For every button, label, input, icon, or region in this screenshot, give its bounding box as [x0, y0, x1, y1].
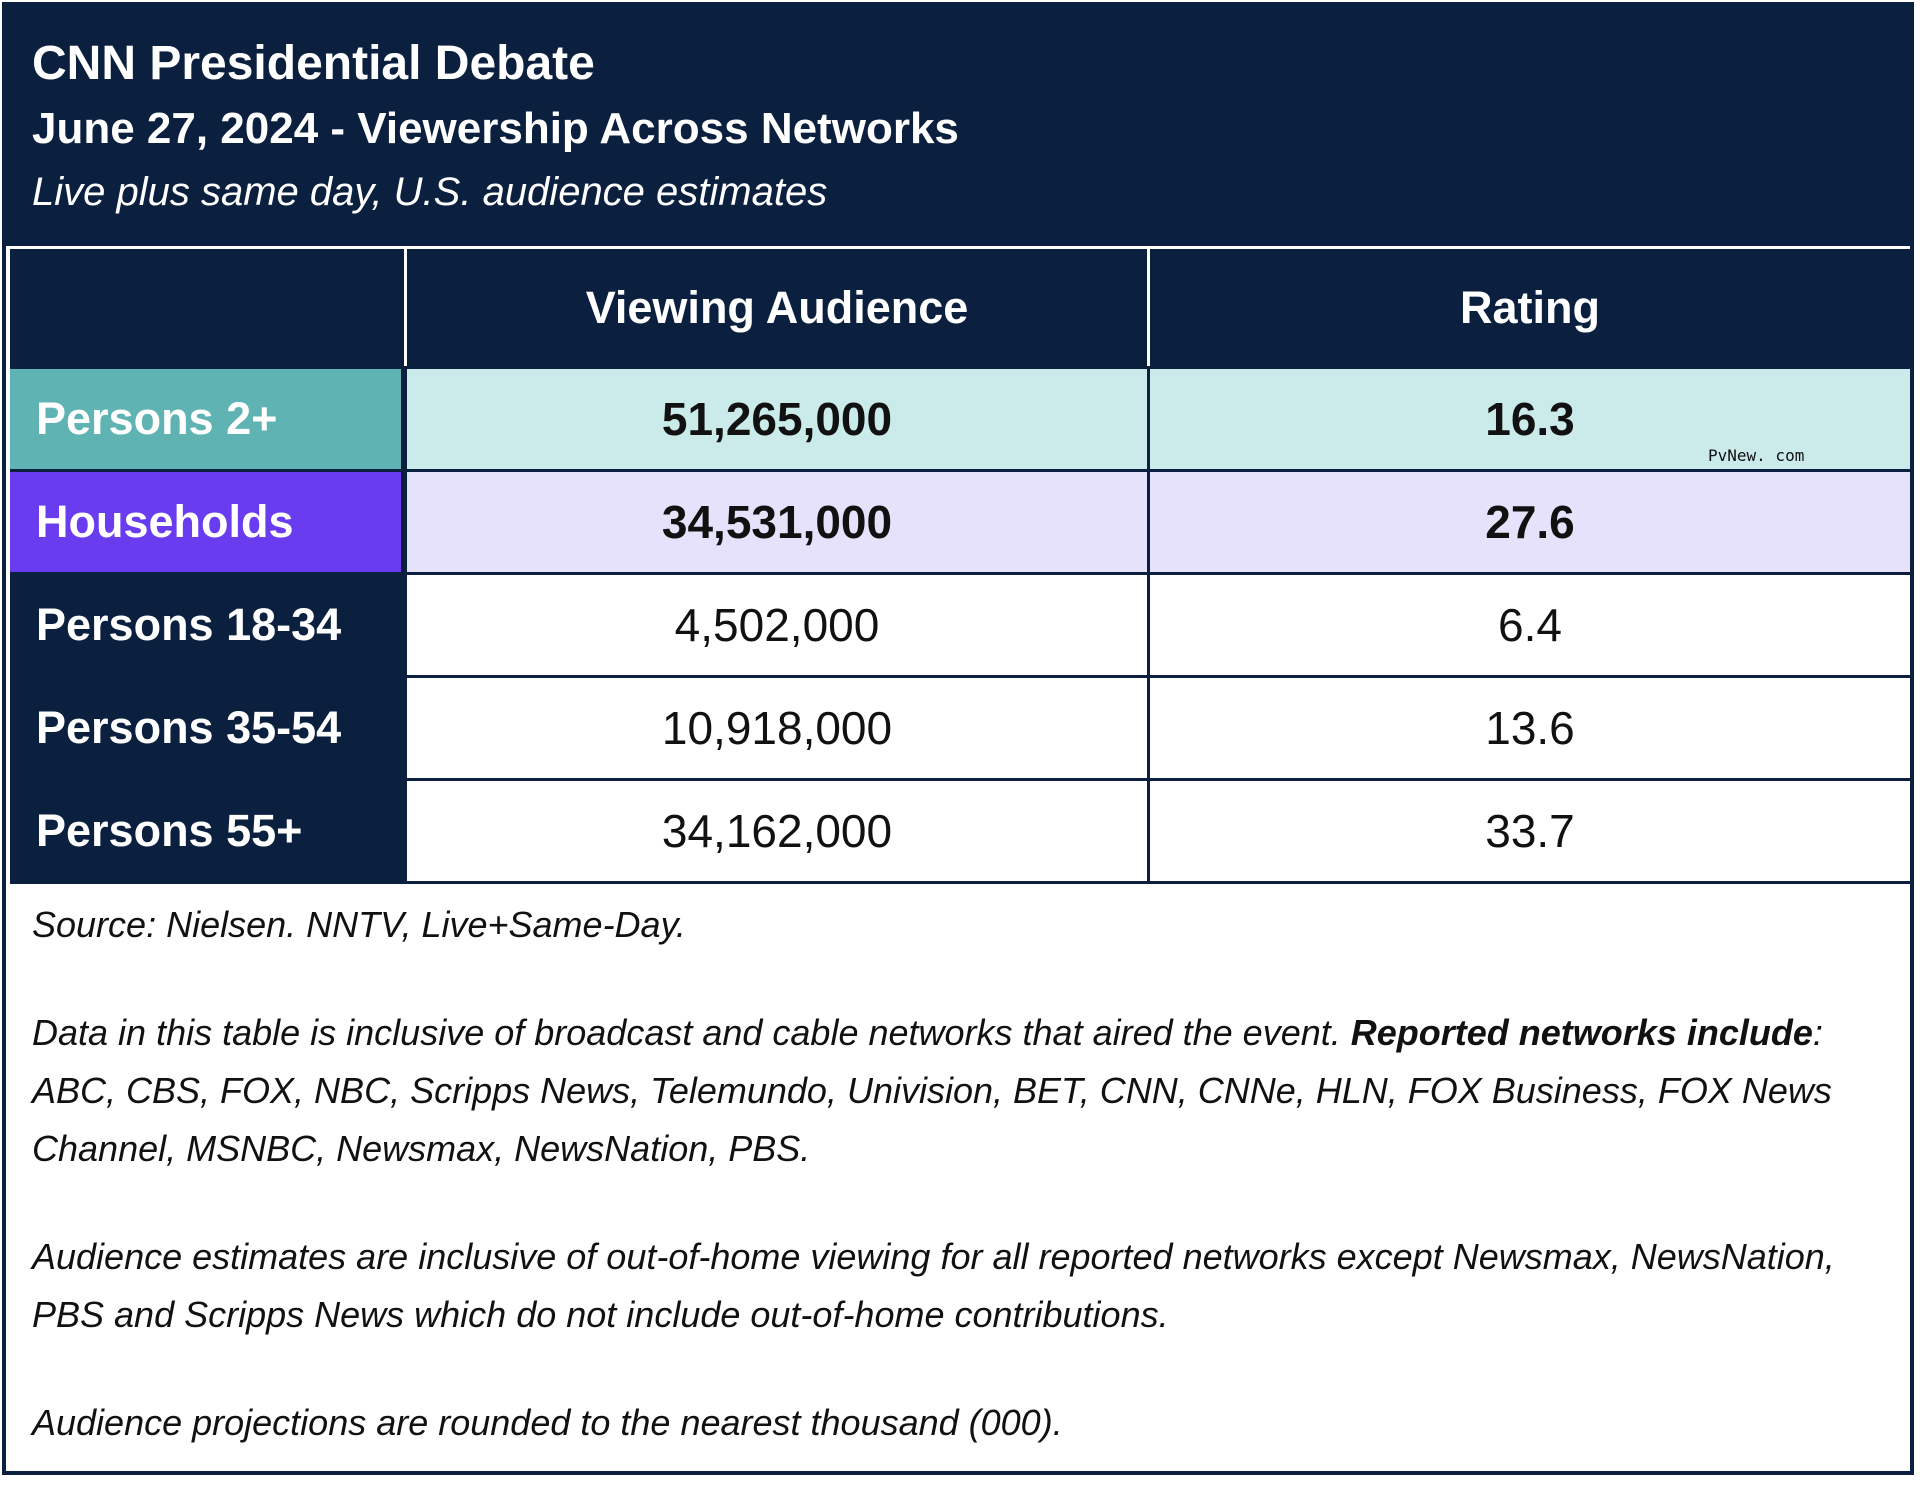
rating-value: 16.3 — [1147, 369, 1910, 469]
header-cell-label — [10, 249, 404, 366]
networks-note-intro: Data in this table is inclusive of broad… — [32, 1012, 1351, 1053]
rating-value: 13.6 — [1147, 678, 1910, 778]
row-label: Households — [10, 472, 404, 572]
rounding-note: Audience projections are rounded to the … — [32, 1402, 1063, 1443]
watermark: PvNew. com — [1708, 446, 1805, 465]
header-cell-rating: Rating — [1147, 249, 1910, 366]
table-row-persons-55-plus: Persons 55+ 34,162,000 33.7 — [10, 781, 1910, 884]
page-caption: Live plus same day, U.S. audience estima… — [32, 170, 828, 214]
rating-value: 6.4 — [1147, 575, 1910, 675]
row-label: Persons 35-54 — [10, 678, 404, 778]
row-label: Persons 2+ — [10, 369, 404, 469]
header-divider — [10, 246, 1910, 249]
page-subtitle: June 27, 2024 - Viewership Across Networ… — [32, 104, 959, 153]
rating-value: 27.6 — [1147, 472, 1910, 572]
networks-note-bold-2: include — [1686, 1012, 1813, 1053]
table-row-households: Households 34,531,000 27.6 — [10, 472, 1910, 575]
audience-value: 51,265,000 — [404, 369, 1147, 469]
rating-value: 33.7 — [1147, 781, 1910, 881]
out-of-home-note: Audience estimates are inclusive of out-… — [32, 1236, 1835, 1335]
row-label: Persons 55+ — [10, 781, 404, 881]
table-header-row: Viewing Audience Rating — [10, 249, 1910, 369]
audience-value: 34,162,000 — [404, 781, 1147, 881]
networks-note-list: : ABC, CBS, FOX, NBC, Scripps News, Tele… — [32, 1012, 1832, 1169]
audience-value: 10,918,000 — [404, 678, 1147, 778]
row-label: Persons 18-34 — [10, 575, 404, 675]
page-title: CNN Presidential Debate — [32, 37, 595, 90]
footnotes: Source: Nielsen. NNTV, Live+Same-Day. Da… — [32, 896, 1882, 1452]
header-banner: CNN Presidential Debate June 27, 2024 - … — [6, 6, 1910, 246]
ratings-table: Viewing Audience Rating Persons 2+ 51,26… — [10, 249, 1910, 884]
audience-value: 34,531,000 — [404, 472, 1147, 572]
networks-note: Data in this table is inclusive of broad… — [32, 1004, 1882, 1178]
table-row-persons-18-34: Persons 18-34 4,502,000 6.4 — [10, 575, 1910, 678]
source-note: Source: Nielsen. NNTV, Live+Same-Day. — [32, 904, 686, 945]
table-row-persons-35-54: Persons 35-54 10,918,000 13.6 — [10, 678, 1910, 781]
networks-note-bold-1: Reported networks — [1350, 1012, 1677, 1053]
header-cell-audience: Viewing Audience — [404, 249, 1147, 366]
audience-value: 4,502,000 — [404, 575, 1147, 675]
table-row-persons-2-plus: Persons 2+ 51,265,000 16.3 — [10, 369, 1910, 472]
